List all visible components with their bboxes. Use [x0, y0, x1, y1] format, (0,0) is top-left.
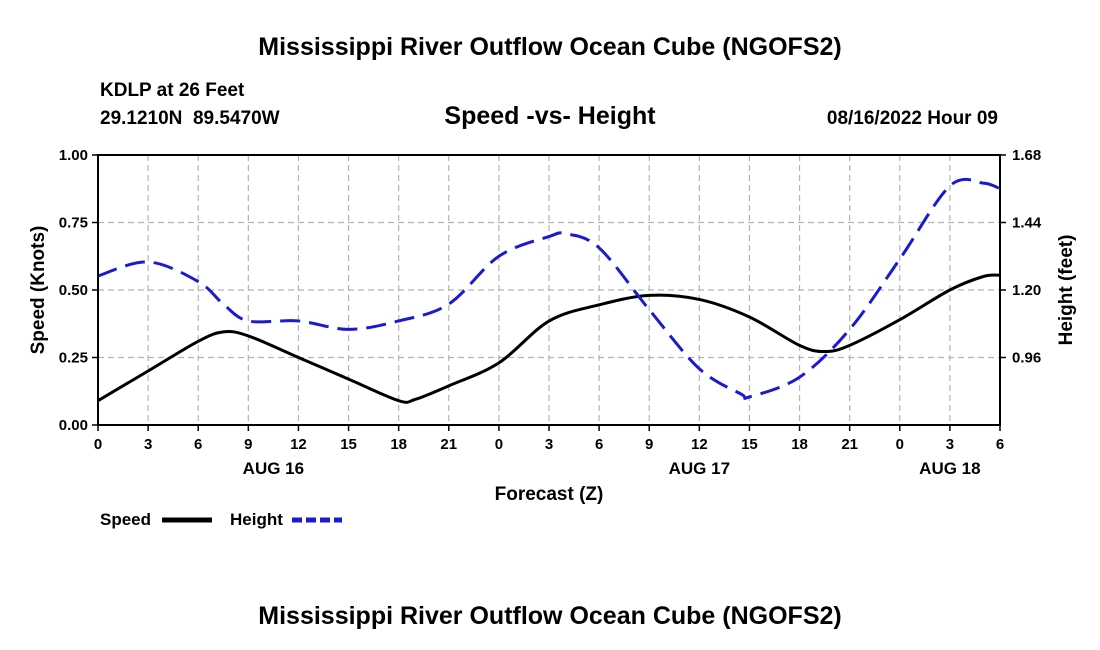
y-tick-label-left: 1.00 — [59, 147, 88, 164]
x-tick-label: 12 — [290, 436, 307, 453]
x-tick-label: 12 — [691, 436, 708, 453]
x-tick-label: 0 — [94, 436, 102, 453]
series-line-height — [97, 177, 1001, 400]
y-tick-label-right: 0.96 — [1012, 350, 1041, 367]
x-tick-label: 6 — [595, 436, 603, 453]
y-tick-label-left: 0.25 — [59, 350, 88, 367]
x-tick-label: 0 — [896, 436, 904, 453]
x-tick-label: 18 — [791, 436, 808, 453]
x-tick-label: 21 — [841, 436, 858, 453]
x-tick-label: 15 — [741, 436, 758, 453]
series-line-speed — [97, 273, 1001, 404]
y-axis-label-left: Speed (Knots) — [28, 226, 49, 355]
x-tick-label: 3 — [545, 436, 553, 453]
grid — [98, 154, 1000, 425]
station-name: KDLP at 26 Feet — [100, 80, 245, 101]
x-tick-label: 21 — [440, 436, 457, 453]
legend-speed-label: Speed — [100, 510, 151, 529]
y-tick-label-left: 0.00 — [59, 417, 88, 434]
x-tick-label: 15 — [340, 436, 357, 453]
y-tick-label-left: 0.50 — [59, 282, 88, 299]
x-axis-label: Forecast (Z) — [495, 484, 604, 505]
legend-height-label: Height — [230, 510, 283, 529]
x-tick-label: 6 — [996, 436, 1004, 453]
y-tick-label-left: 0.75 — [59, 215, 88, 232]
x-tick-label: 3 — [946, 436, 954, 453]
legend: Speed Height — [100, 510, 342, 529]
day-label: AUG 18 — [919, 459, 980, 478]
axis-ticks: 0 3 6 9 12 15 18 21 0 3 6 9 12 15 18 21 0 3 6 0.00 0.25 0.50 0… — [59, 147, 1042, 478]
day-label: AUG 16 — [243, 459, 304, 478]
y-tick-label-right: 1.20 — [1012, 282, 1041, 299]
timestamp: 08/16/2022 Hour 09 — [827, 108, 998, 129]
y-tick-label-right: 1.44 — [1012, 215, 1042, 232]
x-tick-label: 9 — [244, 436, 252, 453]
chart-title: Speed -vs- Height — [444, 102, 656, 130]
x-tick-label: 0 — [495, 436, 503, 453]
series-layer — [97, 177, 1001, 404]
footer-title: Mississippi River Outflow Ocean Cube (NG… — [258, 602, 841, 630]
x-tick-label: 9 — [645, 436, 653, 453]
y-tick-label-right: 1.68 — [1012, 147, 1041, 164]
x-tick-label: 3 — [144, 436, 152, 453]
day-label: AUG 17 — [669, 459, 730, 478]
y-axis-label-right: Height (feet) — [1056, 235, 1077, 346]
x-tick-label: 18 — [390, 436, 407, 453]
main-title: Mississippi River Outflow Ocean Cube (NG… — [258, 33, 841, 61]
x-tick-label: 6 — [194, 436, 202, 453]
station-coords: 29.1210N 89.5470W — [100, 108, 280, 129]
